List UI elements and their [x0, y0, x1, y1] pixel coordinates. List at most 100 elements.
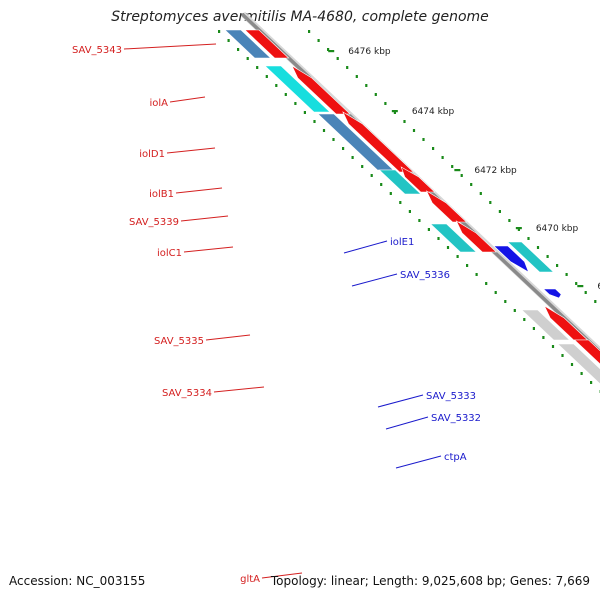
gene-block-1 [224, 29, 272, 59]
track-dot [332, 138, 335, 141]
gene-label-text: SAV_5336 [400, 270, 450, 281]
leader-line [175, 187, 223, 194]
gene-sav-5334 [573, 339, 600, 365]
gene-label-text: SAV_5339 [129, 217, 179, 228]
track-dot [551, 345, 555, 348]
scale-tick: 6476 kbp [328, 47, 391, 57]
tick-mark [515, 227, 522, 230]
track-dot [365, 84, 368, 87]
track-dot [580, 372, 583, 375]
gene-label-text: iolC1 [157, 248, 182, 259]
track-dot [370, 174, 373, 177]
track-dot [393, 111, 396, 114]
leader-line [180, 215, 229, 222]
track-dot [403, 120, 406, 123]
track-dot [594, 300, 597, 303]
gene-label-text: gltA [240, 574, 260, 585]
track-dot [494, 291, 497, 294]
track-dot [327, 48, 330, 51]
track-dot [380, 183, 383, 186]
leader-line [377, 394, 424, 408]
scale-tick: 6472 kbp [454, 166, 517, 176]
gene-iolb1 [400, 166, 436, 193]
track-dot [399, 201, 402, 204]
gene-label-text: ctpA [444, 452, 467, 463]
scale-tick: 6470 kbp [515, 224, 579, 234]
gene-label-text: iolB1 [149, 189, 174, 200]
track-dot [317, 39, 320, 42]
track-dot [422, 138, 425, 141]
gene-label-text: SAV_5343 [72, 45, 122, 56]
gene-label: SAV_5335 [154, 334, 251, 347]
leader-line [385, 416, 429, 430]
gene-features [224, 29, 600, 385]
track-dot [408, 210, 411, 213]
right-gene-labels: iolE1 SAV_5336 SAV_5333 SAV_5332 ctpA [343, 237, 481, 469]
leader-line [169, 96, 206, 103]
track-dot [275, 84, 278, 87]
gene-iole1 [493, 245, 530, 273]
track-boundary-left [218, 30, 600, 393]
gene-label: SAV_5332 [385, 413, 481, 430]
gene-sav-5343 [244, 29, 290, 59]
track-dot [313, 120, 316, 123]
gene-label: iolB1 [149, 187, 223, 200]
scale-tick: 6468 kbp [577, 282, 600, 292]
track-boundary-right [308, 30, 597, 303]
track-dot [308, 30, 311, 33]
left-gene-labels: SAV_5343 iolA iolD1 iolB1 SAV_5339 iolC1 SAV_5… [72, 43, 303, 585]
track-dot [470, 183, 473, 186]
track-dot [575, 282, 578, 285]
accession-label: Accession: NC_003155 [9, 574, 146, 588]
track-dot [237, 48, 240, 51]
gene-sav-5339 [425, 190, 468, 223]
gene-label: iolD1 [139, 147, 216, 160]
track-dot [322, 129, 326, 132]
track-dot [485, 282, 488, 285]
gene-label: iolA [149, 96, 206, 109]
gene-label: SAV_5339 [129, 215, 229, 228]
track-dot [441, 156, 444, 159]
track-dot [527, 237, 530, 240]
track-dot [351, 156, 354, 159]
map-title: Streptomyces avermitilis MA-4680, comple… [111, 9, 489, 25]
leader-line [343, 240, 388, 254]
track-dot [590, 381, 593, 384]
track-dot [427, 228, 430, 231]
track-dot [389, 192, 392, 195]
track-dots [218, 30, 600, 393]
track-dot [374, 93, 377, 96]
gene-block-7 [557, 343, 600, 385]
gene-label-text: SAV_5335 [154, 336, 204, 347]
track-dot [479, 192, 482, 195]
gene-label: iolC1 [157, 246, 234, 259]
track-dot [513, 309, 516, 312]
track-dot [570, 363, 574, 366]
tick-label: 6472 kbp [474, 166, 517, 176]
track-dot [456, 255, 459, 258]
track-dot [218, 30, 221, 33]
track-dot [536, 246, 540, 249]
gene-iola [291, 65, 351, 115]
track-dot [246, 57, 249, 60]
track-dot [508, 219, 511, 222]
track-dot [565, 273, 568, 276]
gene-label: SAV_5343 [72, 43, 217, 56]
track-dot [475, 273, 478, 276]
track-dot [303, 111, 306, 114]
gene-iolc1 [455, 220, 498, 253]
track-dot [361, 165, 364, 168]
track-dot [517, 228, 520, 231]
track-dot [523, 318, 526, 321]
gene-label: ctpA [395, 452, 467, 469]
leader-line [261, 572, 303, 579]
gene-label: SAV_5333 [377, 391, 476, 408]
track-dot [355, 75, 358, 78]
leader-line [183, 246, 234, 253]
tick-label: 6476 kbp [348, 47, 391, 57]
track-dot [412, 129, 416, 132]
gene-iole1-partner [506, 241, 555, 273]
gene-label-text: iolD1 [139, 149, 165, 160]
track-dot [256, 66, 259, 69]
